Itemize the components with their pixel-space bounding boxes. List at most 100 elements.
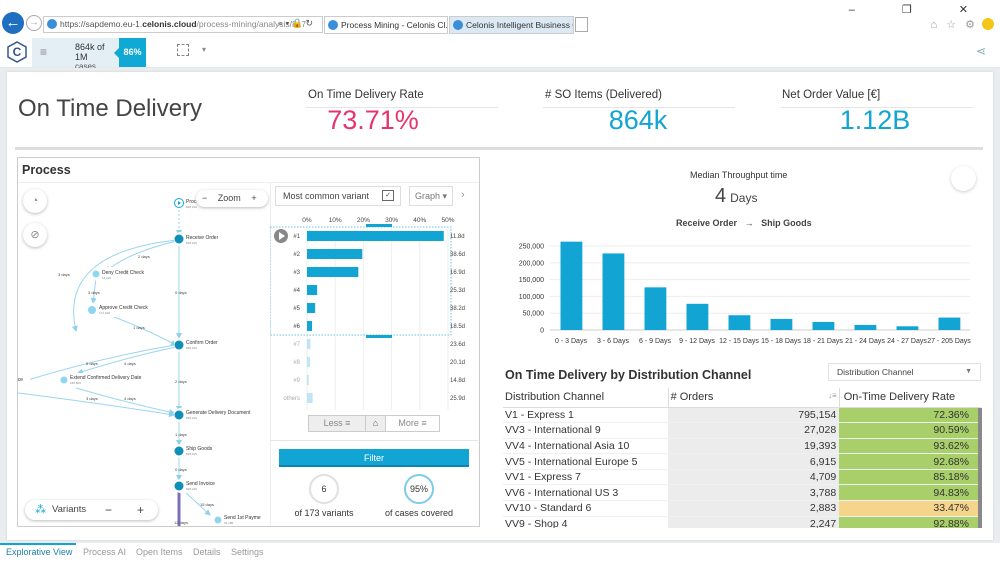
variant-bar[interactable]: [307, 231, 444, 241]
variants-minus-button[interactable]: −: [105, 503, 113, 517]
variant-label[interactable]: #9: [293, 378, 300, 384]
bookmark-selection-icon[interactable]: [177, 44, 189, 56]
process-graph[interactable]: 2 days 3 days 3 days 0 days 1 days 5 day…: [18, 183, 270, 526]
window-controls[interactable]: – ❐ ✕: [848, 4, 990, 16]
selection-box[interactable]: [270, 226, 452, 336]
throughput-bar[interactable]: [560, 241, 583, 330]
throughput-bar[interactable]: [854, 324, 877, 330]
selection-summary[interactable]: 864k of 1M cases selected: [55, 38, 119, 80]
settings-toggle-button[interactable]: [951, 166, 976, 191]
chevron-down-icon[interactable]: ▾: [202, 45, 207, 54]
share-icon[interactable]: ⋖: [975, 44, 986, 58]
variant-bar[interactable]: [307, 303, 316, 313]
feedback-smiley-icon[interactable]: [982, 18, 994, 30]
tab-explorative-view[interactable]: Explorative View: [6, 547, 73, 557]
home-star-gear-icons[interactable]: ⌂ ☆ ⚙: [930, 19, 978, 31]
variant-bar[interactable]: [307, 249, 363, 259]
variant-label[interactable]: #7: [293, 342, 300, 348]
throughput-bar[interactable]: [686, 303, 709, 330]
variant-label[interactable]: #8: [293, 360, 300, 366]
column-header-channel[interactable]: Distribution Channel: [503, 388, 669, 408]
variant-bar[interactable]: [307, 393, 313, 403]
table-row[interactable]: VV4 - International Asia 10 19,393 93.62%: [503, 438, 981, 455]
throughput-bar[interactable]: [602, 253, 625, 330]
variant-label[interactable]: #1: [293, 234, 300, 240]
stopwatch-icon[interactable]: ◔: [23, 189, 47, 213]
variant-bar[interactable]: [307, 321, 313, 331]
node-label: Approve Credit Check: [99, 305, 148, 311]
less-button[interactable]: Less ≡: [309, 416, 365, 431]
hide-eye-icon[interactable]: ⊘: [23, 223, 47, 247]
table-row[interactable]: VV5 - International Europe 5 6,915 92.68%: [503, 453, 981, 470]
variant-label[interactable]: others: [283, 396, 300, 402]
celonis-logo[interactable]: C: [7, 41, 27, 63]
throughput-bar[interactable]: [812, 321, 835, 330]
variant-label[interactable]: #3: [293, 270, 300, 276]
variant-label[interactable]: #2: [293, 252, 300, 258]
address-bar[interactable]: https://sapdemo.eu-1.celonis.cloud/proce…: [43, 16, 323, 33]
hamburger-menu-icon[interactable]: ≡: [32, 38, 55, 67]
tab-details[interactable]: Details: [193, 547, 221, 557]
table-row[interactable]: VV3 - International 9 27,028 90.59%: [503, 422, 981, 439]
variants-control: ⁂ Variants − +: [25, 500, 158, 520]
url-prefix: https://sapdemo.eu-1.: [60, 19, 143, 29]
chevron-right-icon[interactable]: ›: [461, 189, 465, 201]
browser-toolbar-icons[interactable]: ⌂ ☆ ⚙: [931, 18, 978, 31]
graph-dropdown-button[interactable]: Graph ▾: [409, 186, 453, 206]
table-row[interactable]: V1 - Express 1 795,154 72.36%: [503, 407, 981, 424]
home-icon[interactable]: ⌂: [365, 416, 385, 431]
column-header-orders[interactable]: # Orders ↓≡: [668, 388, 840, 408]
selection-handle-top[interactable]: [366, 224, 392, 227]
variant-bar[interactable]: [307, 267, 359, 277]
forward-arrow-icon[interactable]: →: [26, 15, 42, 31]
zoom-out-button[interactable]: −: [202, 193, 208, 203]
variants-plus-button[interactable]: +: [137, 503, 145, 517]
table-row[interactable]: VV9 - Shop 4 2,247 92.88%: [503, 516, 981, 528]
table-scrollbar[interactable]: [978, 408, 982, 528]
variant-label[interactable]: #6: [293, 324, 300, 330]
table-row[interactable]: VV10 - Standard 6 2,883 33.47%: [503, 500, 981, 517]
more-button[interactable]: More ≡: [385, 416, 439, 431]
checkbox-dropdown-icon[interactable]: ✓: [382, 190, 394, 201]
variant-label[interactable]: #4: [293, 288, 300, 294]
browser-tab-process-mining[interactable]: Process Mining - Celonis Cl... ×: [324, 16, 448, 34]
column-header-rate[interactable]: On-Time Delivery Rate: [839, 388, 981, 408]
variant-label[interactable]: #5: [293, 306, 300, 312]
variant-bar[interactable]: [307, 339, 311, 349]
address-bar-icons[interactable]: ⌕ ▾ 🔒 ↻: [278, 18, 314, 28]
tab-process-ai[interactable]: Process AI: [83, 547, 127, 557]
tab-open-items[interactable]: Open Items: [136, 547, 183, 557]
throughput-bar[interactable]: [728, 315, 751, 330]
throughput-bar[interactable]: [644, 287, 667, 330]
back-arrow-icon[interactable]: ←: [2, 12, 24, 34]
variant-bar[interactable]: [307, 375, 309, 385]
selection-handle-bottom[interactable]: [366, 335, 392, 338]
new-tab-button[interactable]: [575, 17, 588, 32]
table-row[interactable]: VV6 - International US 3 3,788 94.83%: [503, 484, 981, 502]
browser-tab-celonis-ibc[interactable]: Celonis Intelligent Business Cl...: [449, 16, 574, 34]
dimension-dropdown[interactable]: Distribution Channel ▼: [828, 363, 981, 381]
node-count: 818,219: [186, 205, 197, 209]
variant-bar[interactable]: [307, 285, 318, 295]
variant-chart[interactable]: 0% 10% 20% 30% 40% 50% #1 11.8d #2 38.6d #3 16.9d #4…: [270, 210, 478, 410]
zoom-in-button[interactable]: +: [251, 193, 257, 203]
variant-bar[interactable]: [307, 357, 311, 367]
throughput-bar[interactable]: [896, 326, 919, 330]
variant-mode-select[interactable]: Most common variant ✓: [275, 186, 401, 206]
filter-button[interactable]: Filter: [279, 449, 469, 467]
sort-icon[interactable]: ↓≡: [828, 391, 837, 401]
throughput-bar[interactable]: [938, 317, 961, 330]
process-node-partial[interactable]: rice: [18, 373, 30, 387]
throughput-bar[interactable]: [770, 318, 793, 330]
tab-settings[interactable]: Settings: [231, 547, 264, 557]
table-row[interactable]: VV1 - Express 7 4,709 85.18%: [503, 469, 981, 486]
